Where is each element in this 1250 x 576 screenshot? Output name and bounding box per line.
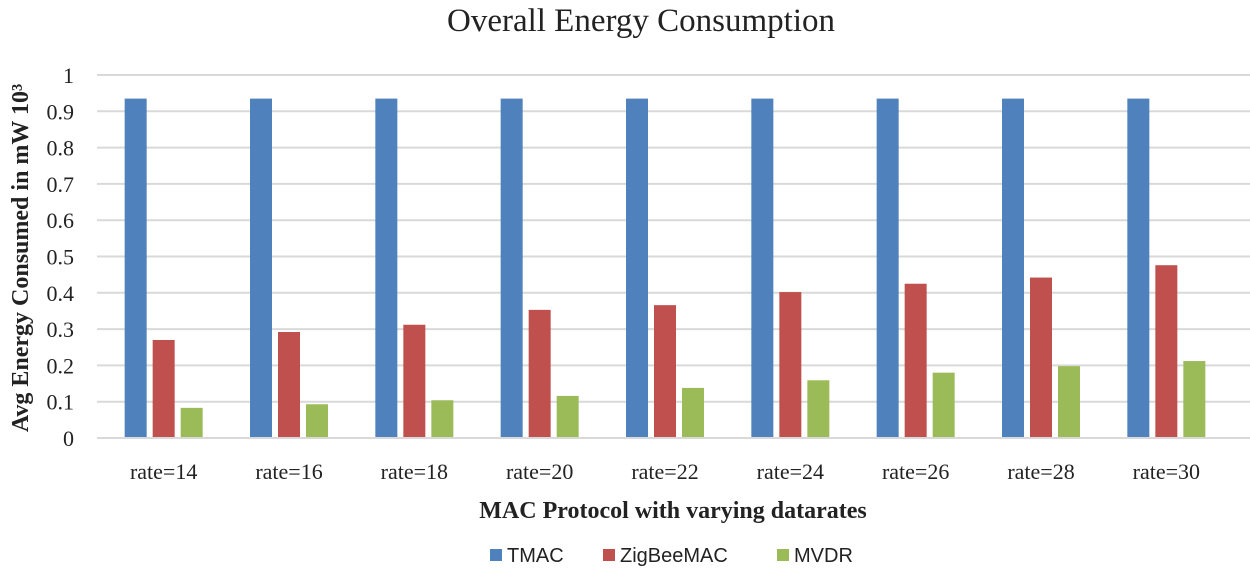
bar-zigbeemac-rate-14 [152, 339, 175, 438]
bar-zigbeemac-rate-30 [1155, 265, 1178, 438]
bar-zigbeemac-rate-20 [528, 309, 551, 438]
bar-tmac-rate-14 [124, 98, 147, 438]
bar-mvdr-rate-14 [180, 407, 203, 438]
x-category-label: rate=30 [1133, 459, 1200, 484]
bar-mvdr-rate-30 [1183, 361, 1206, 438]
legend-label-mvdr: MVDR [794, 545, 853, 567]
y-axis-ticks: 0 0.1 0.2 0.3 0.4 0.5 0.6 0.7 0.8 0.9 1 [47, 63, 75, 451]
bar-tmac-rate-30 [1127, 98, 1150, 438]
x-category-label: rate=20 [506, 459, 573, 484]
bar-zigbeemac-rate-28 [1030, 277, 1052, 438]
y-tick-label: 0.3 [47, 317, 75, 342]
y-tick-label: 0.1 [47, 390, 75, 415]
bar-zigbeemac-rate-26 [904, 283, 927, 438]
x-category-label: rate=26 [882, 459, 949, 484]
legend: TMAC ZigBeeMAC MVDR [490, 545, 853, 567]
legend-swatch-zigbeemac [603, 549, 615, 561]
x-category-label: rate=14 [130, 459, 197, 484]
bar-tmac-rate-24 [751, 98, 774, 438]
bar-tmac-rate-22 [626, 98, 648, 438]
x-category-label: rate=18 [381, 459, 448, 484]
x-axis-categories: rate=14 rate=16 rate=18 rate=20 rate=22 rate=… [130, 459, 1200, 484]
bar-mvdr-rate-18 [431, 400, 454, 438]
bar-tmac-rate-16 [250, 98, 272, 438]
bar-tmac-rate-18 [375, 98, 398, 438]
bar-mvdr-rate-22 [682, 387, 704, 438]
bars [124, 98, 1206, 438]
x-category-label: rate=24 [757, 459, 824, 484]
legend-label-tmac: TMAC [507, 545, 564, 567]
legend-label-zigbeemac: ZigBeeMAC [620, 545, 728, 567]
y-tick-label: 0.4 [47, 281, 75, 306]
bar-mvdr-rate-16 [306, 404, 328, 438]
y-tick-label: 0 [63, 426, 74, 451]
y-tick-label: 0.8 [47, 136, 75, 161]
bar-zigbeemac-rate-24 [779, 292, 802, 438]
y-axis-title: Avg Energy Consumed in mW 10³ [8, 84, 34, 432]
y-tick-label: 0.2 [47, 353, 75, 378]
bar-tmac-rate-28 [1002, 98, 1024, 438]
x-axis-title: MAC Protocol with varying datarates [479, 498, 867, 524]
legend-swatch-mvdr [777, 549, 789, 561]
x-category-label: rate=22 [631, 459, 698, 484]
y-tick-label: 0.9 [47, 99, 75, 124]
y-tick-label: 1 [63, 63, 74, 88]
legend-swatch-tmac [490, 549, 502, 561]
x-category-label: rate=16 [255, 459, 322, 484]
y-tick-label: 0.7 [47, 172, 75, 197]
bar-tmac-rate-20 [500, 98, 523, 438]
y-tick-label: 0.6 [47, 208, 75, 233]
chart-title: Overall Energy Consumption [447, 3, 835, 39]
bar-mvdr-rate-28 [1058, 366, 1080, 438]
bar-zigbeemac-rate-18 [403, 324, 426, 438]
bar-mvdr-rate-20 [556, 395, 579, 438]
x-category-label: rate=28 [1007, 459, 1074, 484]
bar-zigbeemac-rate-16 [278, 332, 300, 438]
bar-tmac-rate-26 [876, 98, 899, 438]
bar-mvdr-rate-26 [932, 372, 955, 438]
bar-zigbeemac-rate-22 [654, 305, 676, 438]
y-tick-label: 0.5 [47, 245, 75, 270]
bar-mvdr-rate-24 [807, 380, 830, 438]
